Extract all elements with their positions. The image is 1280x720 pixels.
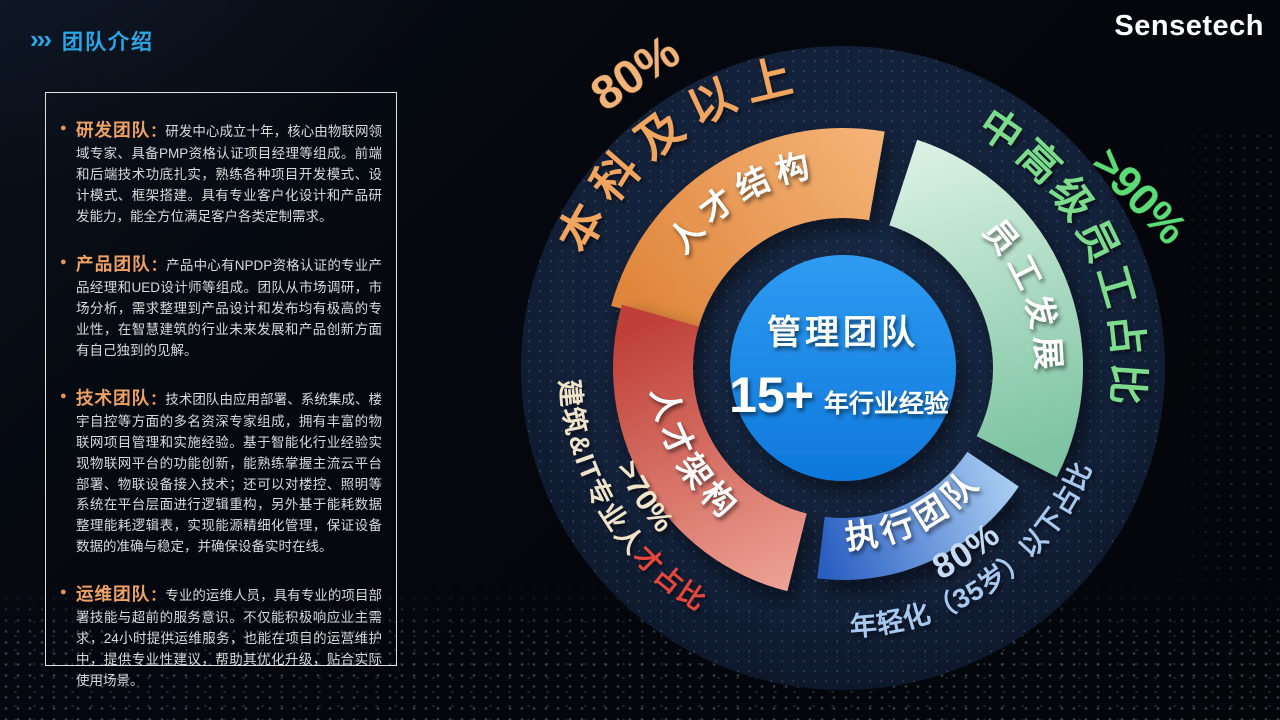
team-name: 技术团队 bbox=[76, 387, 151, 408]
team-item: ● 产品团队：产品中心有NPDP资格认证的专业产品经理和UED设计师等组成。团队从… bbox=[60, 251, 382, 362]
team-description-panel: ● 研发团队：研发中心成立十年，核心由物联网领域专家、具备PMP资格认证项目经理等… bbox=[45, 92, 397, 688]
team-name-separator: ： bbox=[150, 390, 166, 408]
team-name-separator: ： bbox=[150, 256, 167, 274]
team-description: 研发中心成立十年，核心由物联网领域专家、具备PMP资格认证项目经理等组成。前端和… bbox=[76, 124, 383, 224]
page-title: 团队介绍 bbox=[61, 31, 154, 54]
team-name: 研发团队 bbox=[76, 120, 151, 140]
center-value: 15+ 年行业经验 bbox=[729, 367, 949, 423]
team-item: ● 技术团队：技术团队由应用部署、系统集成、楼宇自控等方面的多名资深专家组成，拥有… bbox=[60, 385, 382, 559]
team-description: 产品中心有NPDP资格认证的专业产品经理和UED设计师等组成。团队从市场调研，市… bbox=[76, 257, 382, 358]
segment-employee-development bbox=[889, 139, 1083, 477]
team-item: ● 运维团队：专业的运维人员，具有专业的项目部署技能与超前的服务意识。不仅能积极响… bbox=[60, 581, 382, 692]
segment-talent-architecture bbox=[612, 304, 807, 592]
bullet-icon: ● bbox=[60, 255, 67, 268]
team-description: 专业的运维人员，具有专业的项目部署技能与超前的服务意识。不仅能积极响应业主需求，… bbox=[76, 588, 383, 689]
team-name-separator: ： bbox=[150, 123, 166, 140]
bullet-icon: ● bbox=[60, 586, 67, 599]
bullet-icon: ● bbox=[60, 389, 67, 402]
segment-talent-structure bbox=[611, 128, 885, 330]
center-title: 管理团队 bbox=[767, 314, 919, 352]
center-circle bbox=[730, 255, 956, 481]
segment-execution-team bbox=[817, 451, 1019, 581]
team-name: 产品团队 bbox=[76, 253, 151, 274]
team-name: 运维团队 bbox=[76, 584, 151, 605]
bullet-icon: ● bbox=[60, 122, 67, 134]
particle-wave-texture-right bbox=[1160, 130, 1280, 580]
slide-header: ››› 团队介绍 bbox=[30, 26, 154, 56]
team-name-separator: ： bbox=[150, 587, 166, 605]
sensetech-logo: Sensetech bbox=[1114, 10, 1264, 42]
team-item: ● 研发团队：研发中心成立十年，核心由物联网领域专家、具备PMP资格认证项目经理等… bbox=[60, 117, 382, 228]
team-list: ● 研发团队：研发中心成立十年，核心由物联网领域专家、具备PMP资格认证项目经理等… bbox=[60, 117, 382, 692]
team-description: 技术团队由应用部署、系统集成、楼宇自控等方面的多名资深专家组成，拥有丰富的物联网… bbox=[76, 391, 383, 555]
chevrons-icon: ››› bbox=[30, 24, 52, 54]
